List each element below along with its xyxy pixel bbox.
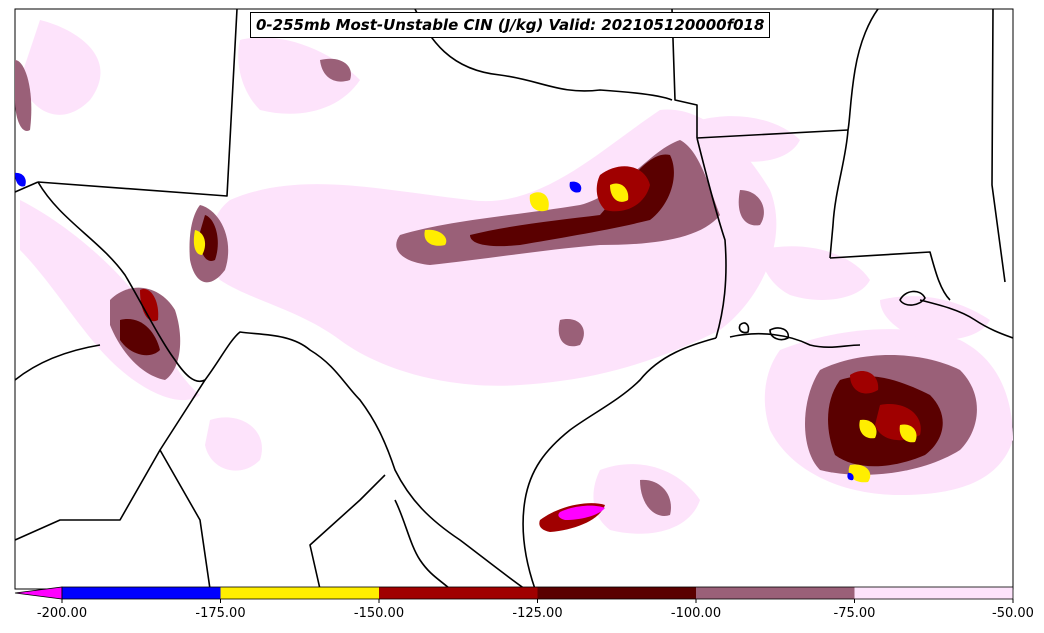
colorbar-tick-label: -75.00 — [834, 606, 876, 621]
cin-contour-magenta — [558, 505, 605, 520]
cin-contour-yellow — [193, 183, 917, 483]
colorbar-tick-label: -125.00 — [512, 606, 562, 621]
colorbar-bin-2 — [379, 587, 538, 599]
colorbar-bin-5 — [854, 587, 1013, 599]
colorbar: -200.00 -175.00 -150.00 -125.00 -100.00 -75.0… — [14, 586, 1034, 621]
colorbar-tick-label: -175.00 — [195, 606, 245, 621]
boundaries — [15, 9, 1013, 589]
map-title: 0-255mb Most-Unstable CIN (J/kg) Valid: … — [250, 12, 771, 38]
colorbar-bin-3 — [537, 587, 696, 599]
colorbar-bin-4 — [696, 587, 855, 599]
colorbar-bin-0 — [62, 587, 221, 599]
colorbar-tick-label: -200.00 — [37, 606, 87, 621]
cin-contour-blue — [15, 172, 854, 481]
colorbar-tick-label: -150.00 — [354, 606, 404, 621]
colorbar-tick-label: -100.00 — [671, 606, 721, 621]
colorbar-tick-label: -50.00 — [992, 606, 1034, 621]
colorbar-bin-1 — [220, 587, 379, 599]
